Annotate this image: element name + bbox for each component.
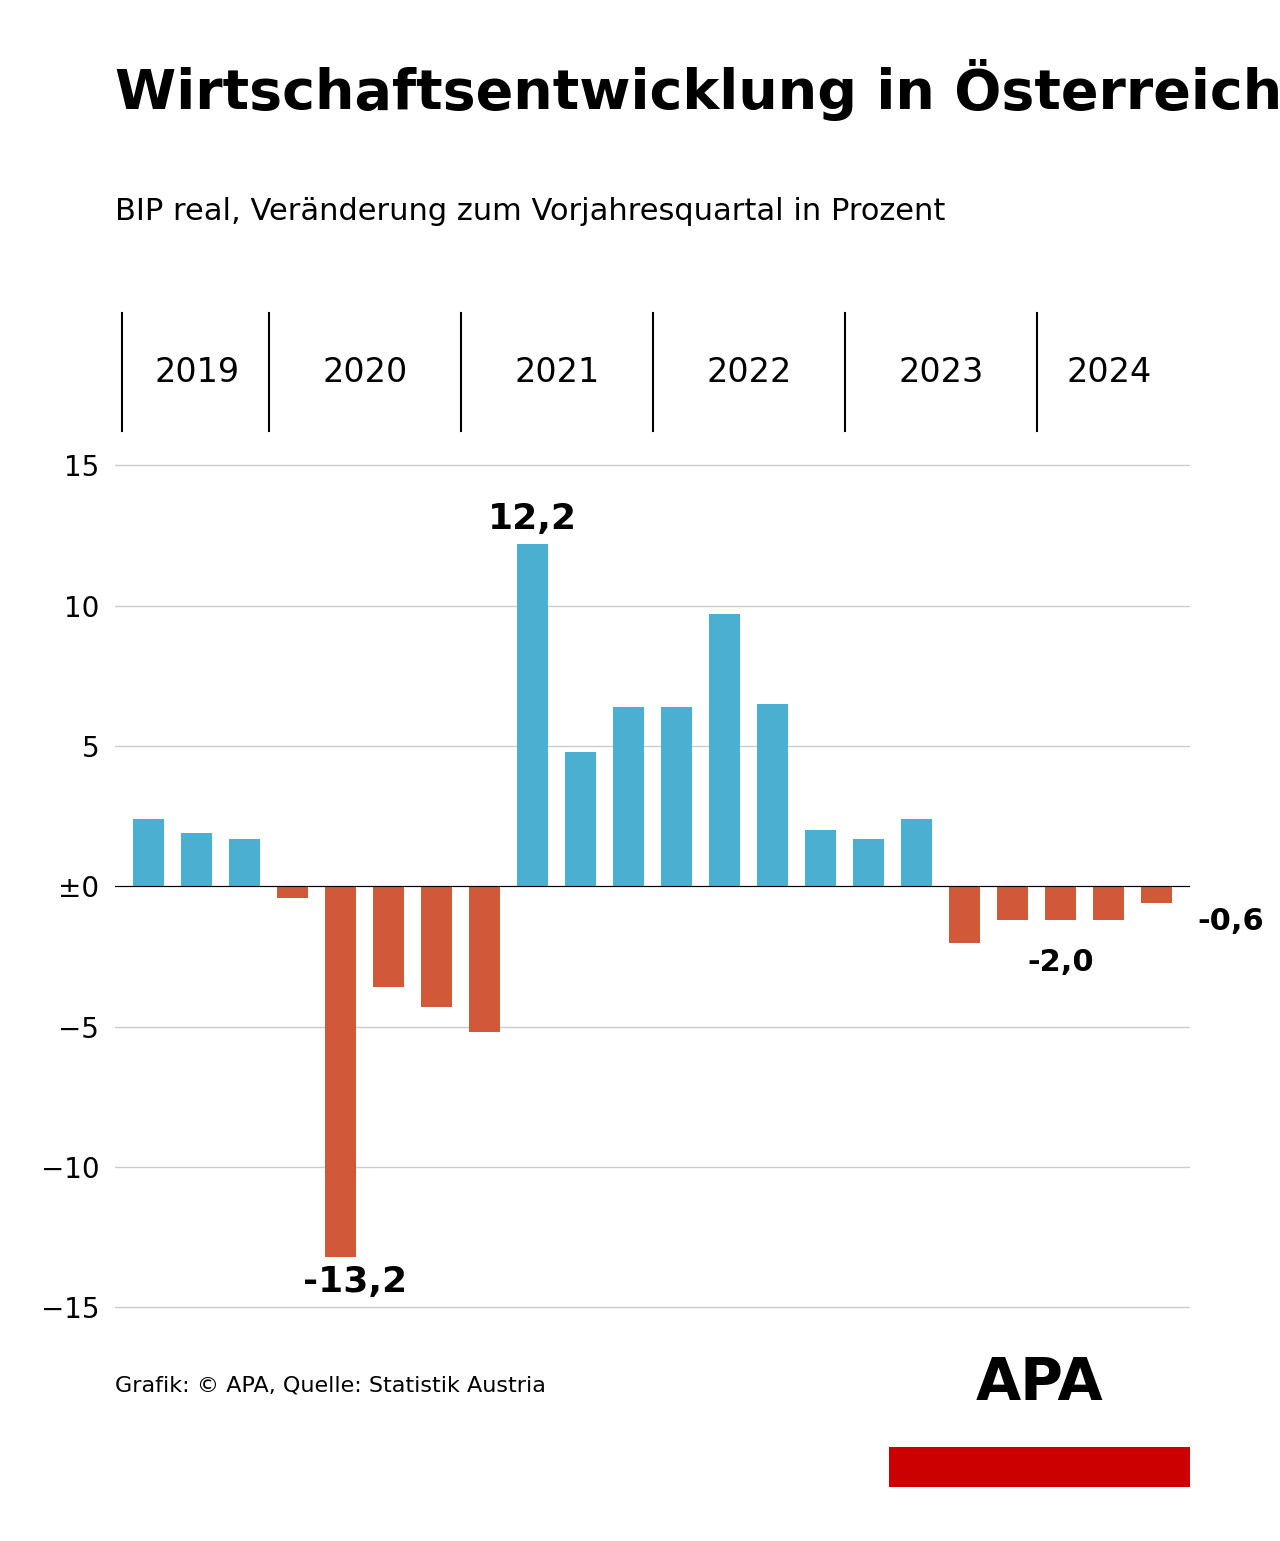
Bar (854, 838, 884, 886)
Bar (182, 834, 212, 886)
FancyBboxPatch shape (890, 1447, 1190, 1487)
Text: -0,6: -0,6 (1198, 908, 1265, 937)
Bar (325, 886, 356, 1257)
Text: 2021: 2021 (515, 356, 599, 388)
Text: 2023: 2023 (899, 356, 983, 388)
Bar (950, 886, 980, 943)
Text: 2019: 2019 (154, 356, 239, 388)
Text: Grafik: © APA, Quelle: Statistik Austria: Grafik: © APA, Quelle: Statistik Austria (115, 1375, 547, 1395)
Bar (1093, 886, 1124, 920)
Text: BIP real, Veränderung zum Vorjahresquartal in Prozent: BIP real, Veränderung zum Vorjahresquart… (115, 197, 946, 227)
Text: -2,0: -2,0 (1028, 948, 1094, 977)
Text: 2022: 2022 (707, 356, 791, 388)
Bar (662, 707, 692, 886)
Bar (566, 752, 596, 886)
Bar (1046, 886, 1076, 920)
Bar (133, 818, 164, 886)
Bar (901, 818, 932, 886)
Text: 12,2: 12,2 (488, 501, 577, 536)
Bar (278, 886, 308, 897)
Text: Wirtschaftsentwicklung in Österreich: Wirtschaftsentwicklung in Österreich (115, 59, 1280, 122)
Text: 2024: 2024 (1066, 356, 1152, 388)
Bar (709, 615, 740, 886)
Text: APA: APA (977, 1355, 1103, 1412)
Bar (613, 707, 644, 886)
Bar (374, 886, 404, 988)
Bar (758, 704, 788, 886)
Bar (517, 544, 548, 886)
Text: -13,2: -13,2 (303, 1265, 407, 1299)
Bar (1142, 886, 1172, 903)
Bar (805, 831, 836, 886)
Bar (229, 838, 260, 886)
Bar (421, 886, 452, 1008)
Text: 2020: 2020 (323, 356, 407, 388)
Bar (470, 886, 500, 1032)
Bar (997, 886, 1028, 920)
